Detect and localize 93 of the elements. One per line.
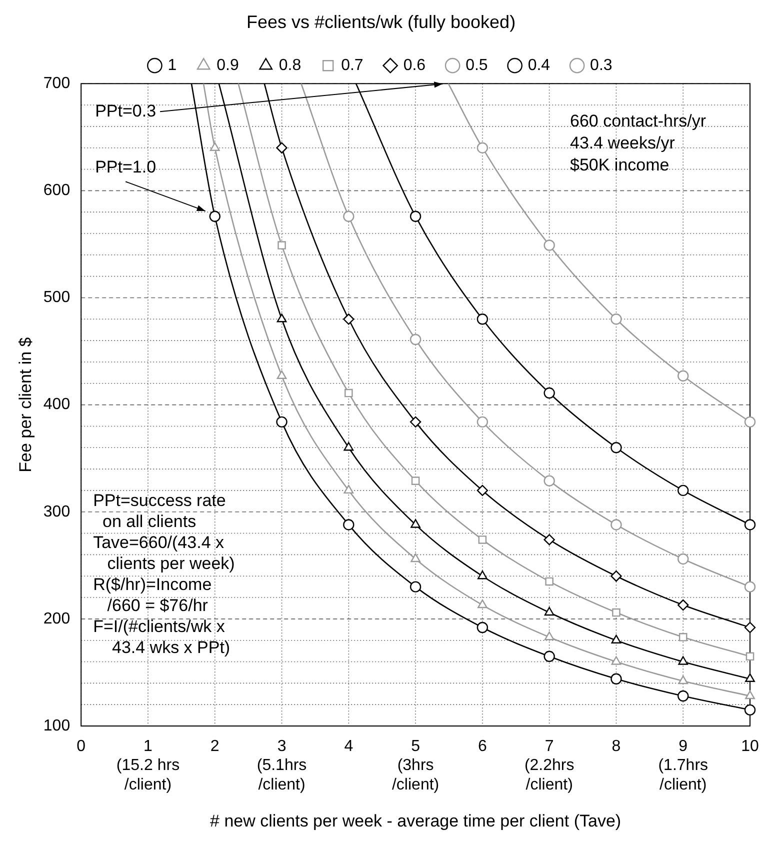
point [610, 673, 622, 684]
point [344, 484, 354, 494]
point [746, 652, 754, 661]
annotation: PPt=1.0 [95, 157, 156, 176]
point [344, 388, 353, 398]
point [476, 484, 488, 496]
x-tick-label: 1 (15.2 hrs /client) [116, 738, 180, 794]
point [278, 241, 286, 250]
point [678, 690, 689, 702]
point [678, 633, 688, 642]
point [476, 416, 488, 428]
point [610, 314, 622, 325]
point [476, 142, 488, 154]
point [744, 704, 756, 716]
point [544, 534, 555, 546]
annotation: PPt=0.3 [95, 101, 156, 120]
point [611, 656, 622, 665]
point [745, 690, 755, 700]
point [610, 442, 622, 454]
point [476, 622, 488, 634]
y-tick-label: 600 [43, 182, 70, 200]
legend-label: 0.7 [341, 57, 364, 74]
point [410, 519, 420, 528]
point [343, 519, 354, 530]
point [544, 240, 555, 251]
annotation: PPt=success rate on all clients Tave=660/(43.4 x clients per week) R($/hr)=Income /660 = $76/hr F=I/(#clients/wk x 43.4 wks x PPt) [93, 490, 235, 657]
legend-label: 0.6 [403, 57, 426, 74]
legend-label: 0.8 [278, 57, 302, 74]
point [410, 334, 422, 346]
chart-title: Fees vs #clients/wk (fully booked) [246, 12, 516, 32]
point [545, 577, 554, 586]
y-tick-label: 100 [43, 717, 70, 734]
point [410, 416, 422, 428]
point [276, 314, 287, 322]
point [411, 476, 420, 485]
y-tick-label: 200 [43, 610, 70, 628]
point [678, 656, 688, 665]
point [611, 634, 622, 644]
point [476, 314, 488, 325]
legend-label: 0.4 [528, 57, 550, 74]
point [276, 142, 288, 154]
x-tick-label: 9 (1.7hrs /client) [658, 738, 708, 794]
point [544, 387, 555, 399]
point [276, 370, 287, 379]
y-tick-label: 700 [43, 75, 70, 92]
legend-label: 1 [168, 57, 177, 74]
x-tick-label: 6 [478, 738, 487, 756]
y-tick-label: 500 [43, 289, 70, 306]
point [344, 442, 354, 451]
point [343, 210, 354, 222]
legend-label: 0.3 [590, 57, 612, 74]
point [343, 314, 354, 325]
point [678, 675, 688, 684]
point [744, 581, 756, 592]
point [678, 370, 689, 382]
point [744, 416, 756, 428]
point [544, 632, 554, 640]
point [544, 475, 555, 486]
x-tick-label: 7 (2.2hrs /client) [524, 738, 574, 794]
x-tick-label: 8 [612, 738, 621, 756]
point [478, 536, 487, 544]
point [678, 484, 689, 496]
x-tick-label: 2 [210, 738, 220, 756]
point [745, 673, 755, 682]
point [410, 553, 420, 562]
point [478, 599, 488, 608]
point [678, 599, 689, 611]
x-tick-label: 3 (5.1hrs /client) [256, 738, 307, 794]
annotation: 660 contact-hrs/yr 43.4 weeks/yr $50K income [570, 111, 706, 174]
point [610, 519, 622, 530]
point [544, 650, 555, 662]
point [410, 210, 422, 222]
x-tick-label: 0 [76, 738, 86, 756]
x-axis-title: # new clients per week - average time per client (Tave) [210, 811, 622, 830]
legend-label: 0.5 [466, 57, 488, 74]
point [478, 570, 488, 580]
legend-label: 0.9 [216, 57, 239, 74]
point [678, 553, 689, 565]
y-tick-label: 300 [43, 503, 70, 520]
point [210, 142, 220, 151]
point [612, 608, 620, 617]
y-tick-label: 400 [43, 396, 70, 414]
x-tick-label: 4 [344, 738, 354, 756]
point [209, 210, 220, 222]
x-tick-label: 5 (3hrs /client) [392, 738, 440, 794]
point [544, 606, 554, 616]
point [276, 416, 288, 428]
point [744, 622, 756, 634]
y-axis-title: Fee per client in $ [16, 336, 35, 472]
x-tick-label: 10 [741, 738, 759, 756]
point [744, 519, 756, 530]
point [610, 570, 622, 582]
point [410, 581, 422, 592]
